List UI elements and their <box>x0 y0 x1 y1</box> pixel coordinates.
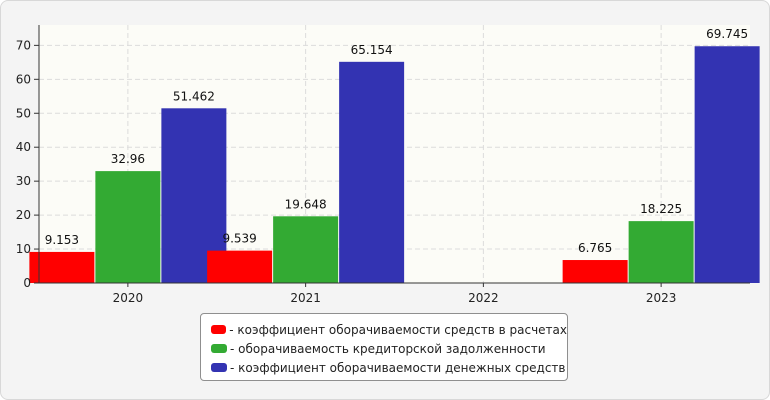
data-label: 69.745 <box>706 27 748 41</box>
y-tick-label: 30 <box>16 174 31 188</box>
bar <box>562 260 628 283</box>
data-label: 19.648 <box>285 197 327 211</box>
bar <box>95 171 161 283</box>
bar <box>339 61 405 283</box>
legend-swatch-green <box>211 344 227 353</box>
legend: - коэффициент оборачиваемости средств в … <box>200 313 568 381</box>
data-label: 32.96 <box>111 152 145 166</box>
legend-label: - оборачиваемость кредиторской задолженн… <box>230 341 546 356</box>
axes: 0 10 20 30 40 50 60 70 2020 2021 2022 2023 <box>16 25 750 305</box>
y-tick-label: 0 <box>23 276 31 290</box>
legend-item-settlement-turnover: - коэффициент оборачиваемости средств в … <box>211 320 567 339</box>
y-tick-label: 60 <box>16 72 31 86</box>
x-tick-label: 2022 <box>468 291 499 305</box>
legend-item-payables-turnover: - оборачиваемость кредиторской задолженн… <box>211 339 567 358</box>
bar <box>694 46 760 284</box>
bar <box>29 251 95 283</box>
data-label: 6.765 <box>578 241 612 255</box>
y-tick-label: 20 <box>16 208 31 222</box>
legend-swatch-red <box>211 325 227 334</box>
data-label: 18.225 <box>640 202 682 216</box>
data-label: 51.462 <box>173 89 215 103</box>
bar <box>207 250 273 283</box>
y-tick-label: 50 <box>16 106 31 120</box>
data-label: 9.153 <box>45 233 79 247</box>
x-tick-label: 2021 <box>290 291 321 305</box>
legend-label: - коэффициент оборачиваемости денежных с… <box>230 360 566 375</box>
value-labels: 9.153 32.96 51.462 9.539 19.648 65.154 6.765 18… <box>45 27 748 255</box>
legend-label: - коэффициент оборачиваемости средств в … <box>229 322 567 337</box>
bar <box>273 216 339 283</box>
x-tick-label: 2020 <box>113 291 144 305</box>
bar <box>628 221 694 283</box>
y-tick-label: 40 <box>16 140 31 154</box>
legend-swatch-blue <box>211 363 227 372</box>
data-label: 65.154 <box>351 43 393 57</box>
bars <box>29 46 760 284</box>
data-label: 9.539 <box>222 232 256 246</box>
legend-item-cash-turnover: - коэффициент оборачиваемости денежных с… <box>211 358 567 377</box>
y-tick-label: 70 <box>16 38 31 52</box>
y-tick-label: 10 <box>16 242 31 256</box>
x-tick-label: 2023 <box>646 291 677 305</box>
